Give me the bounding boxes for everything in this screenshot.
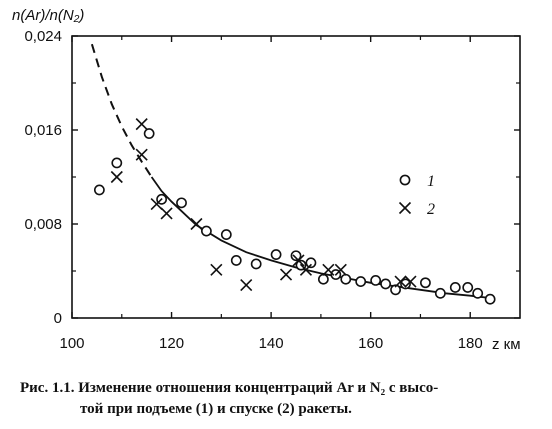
series-2-point xyxy=(210,263,223,276)
cross-stroke xyxy=(110,170,123,184)
series-2-point xyxy=(135,118,148,131)
x-tick-label: 180 xyxy=(458,335,483,352)
series-1-point xyxy=(290,250,302,262)
legend: 12 xyxy=(398,173,435,218)
series-2-point xyxy=(160,207,173,220)
legend-marker-2 xyxy=(398,201,412,215)
legend-label-1: 1 xyxy=(427,173,435,190)
legend-label-2: 2 xyxy=(427,201,435,218)
caption-line-1: Рис. 1.1. Изменение отношения концентрац… xyxy=(20,380,439,396)
x-tick-label: 120 xyxy=(159,335,184,352)
series-1-point xyxy=(380,278,391,290)
cross-stroke xyxy=(160,207,173,220)
y-tick-label: 0,016 xyxy=(24,122,62,139)
caption-line-2: той при подъеме (1) и спуске (2) ракеты. xyxy=(80,401,352,417)
cross-stroke xyxy=(322,263,335,276)
series-1-point xyxy=(420,277,431,289)
axes xyxy=(71,35,521,319)
data-points xyxy=(93,118,496,305)
series-2-point xyxy=(150,197,163,211)
series-1-point xyxy=(250,258,262,270)
plot-frame xyxy=(71,35,521,319)
series-1-point xyxy=(111,157,123,169)
series-1-point xyxy=(449,282,461,293)
cross-stroke xyxy=(299,263,313,276)
series-1-point xyxy=(143,128,155,139)
series-1-point xyxy=(200,225,212,237)
cross-stroke xyxy=(150,197,163,211)
series-2-point xyxy=(334,263,347,276)
cross-stroke xyxy=(334,263,347,276)
cross-stroke xyxy=(190,217,203,231)
y-tick-label: 0,008 xyxy=(24,216,62,233)
series-1-point xyxy=(355,276,367,287)
ticks: 100 120 140 160 180 0 0,008 0,016 0,024 xyxy=(24,28,520,352)
series-1-point xyxy=(305,257,317,269)
y-tick-label: 0,024 xyxy=(24,28,62,45)
cross-stroke xyxy=(404,275,417,288)
cross-stroke xyxy=(279,268,293,281)
series-2-point xyxy=(240,279,253,292)
x-axis-label: z км xyxy=(492,336,521,353)
x-tick-label: 160 xyxy=(358,335,383,352)
cross-stroke xyxy=(240,279,253,292)
figure-caption: Рис. 1.1. Изменение отношения концентрац… xyxy=(20,378,540,420)
series-2-point xyxy=(322,263,335,276)
series-1-point xyxy=(462,282,474,293)
series-2-point xyxy=(279,268,293,281)
series-1-point xyxy=(484,293,496,305)
series-1-point xyxy=(230,255,242,266)
series-2-point xyxy=(394,275,407,288)
series-2-point xyxy=(135,148,148,161)
y-axis-label: n(Ar)/n(N₂) xyxy=(12,7,84,24)
series-1-point xyxy=(400,278,411,290)
series-1-point xyxy=(93,184,105,196)
cross-stroke xyxy=(292,254,305,267)
series-1-point xyxy=(370,274,382,286)
series-2-point xyxy=(292,254,305,267)
cross-stroke xyxy=(135,118,148,131)
fit-curve-dashed xyxy=(90,43,153,178)
series-1-point xyxy=(472,287,484,299)
legend-marker-1 xyxy=(399,174,411,186)
series-1-point xyxy=(317,273,329,285)
series-1-point xyxy=(340,273,352,285)
series-2-point xyxy=(190,217,203,231)
y-tick-label: 0 xyxy=(54,310,62,327)
series-2-point xyxy=(404,275,417,288)
cross-stroke xyxy=(398,201,412,215)
series-1-point xyxy=(176,197,187,209)
cross-stroke xyxy=(210,263,223,276)
x-tick-label: 140 xyxy=(259,335,284,352)
cross-stroke xyxy=(394,275,407,288)
series-2-point xyxy=(299,263,313,276)
series-1-point xyxy=(434,287,446,299)
series-2-point xyxy=(110,170,123,184)
fit-curve-solid xyxy=(150,176,491,299)
series-1-point xyxy=(390,284,401,296)
cross-stroke xyxy=(135,148,148,161)
series-1-point xyxy=(270,249,282,260)
x-tick-label: 100 xyxy=(59,335,84,352)
series-1-point xyxy=(220,229,232,240)
fit-curve xyxy=(90,43,491,299)
